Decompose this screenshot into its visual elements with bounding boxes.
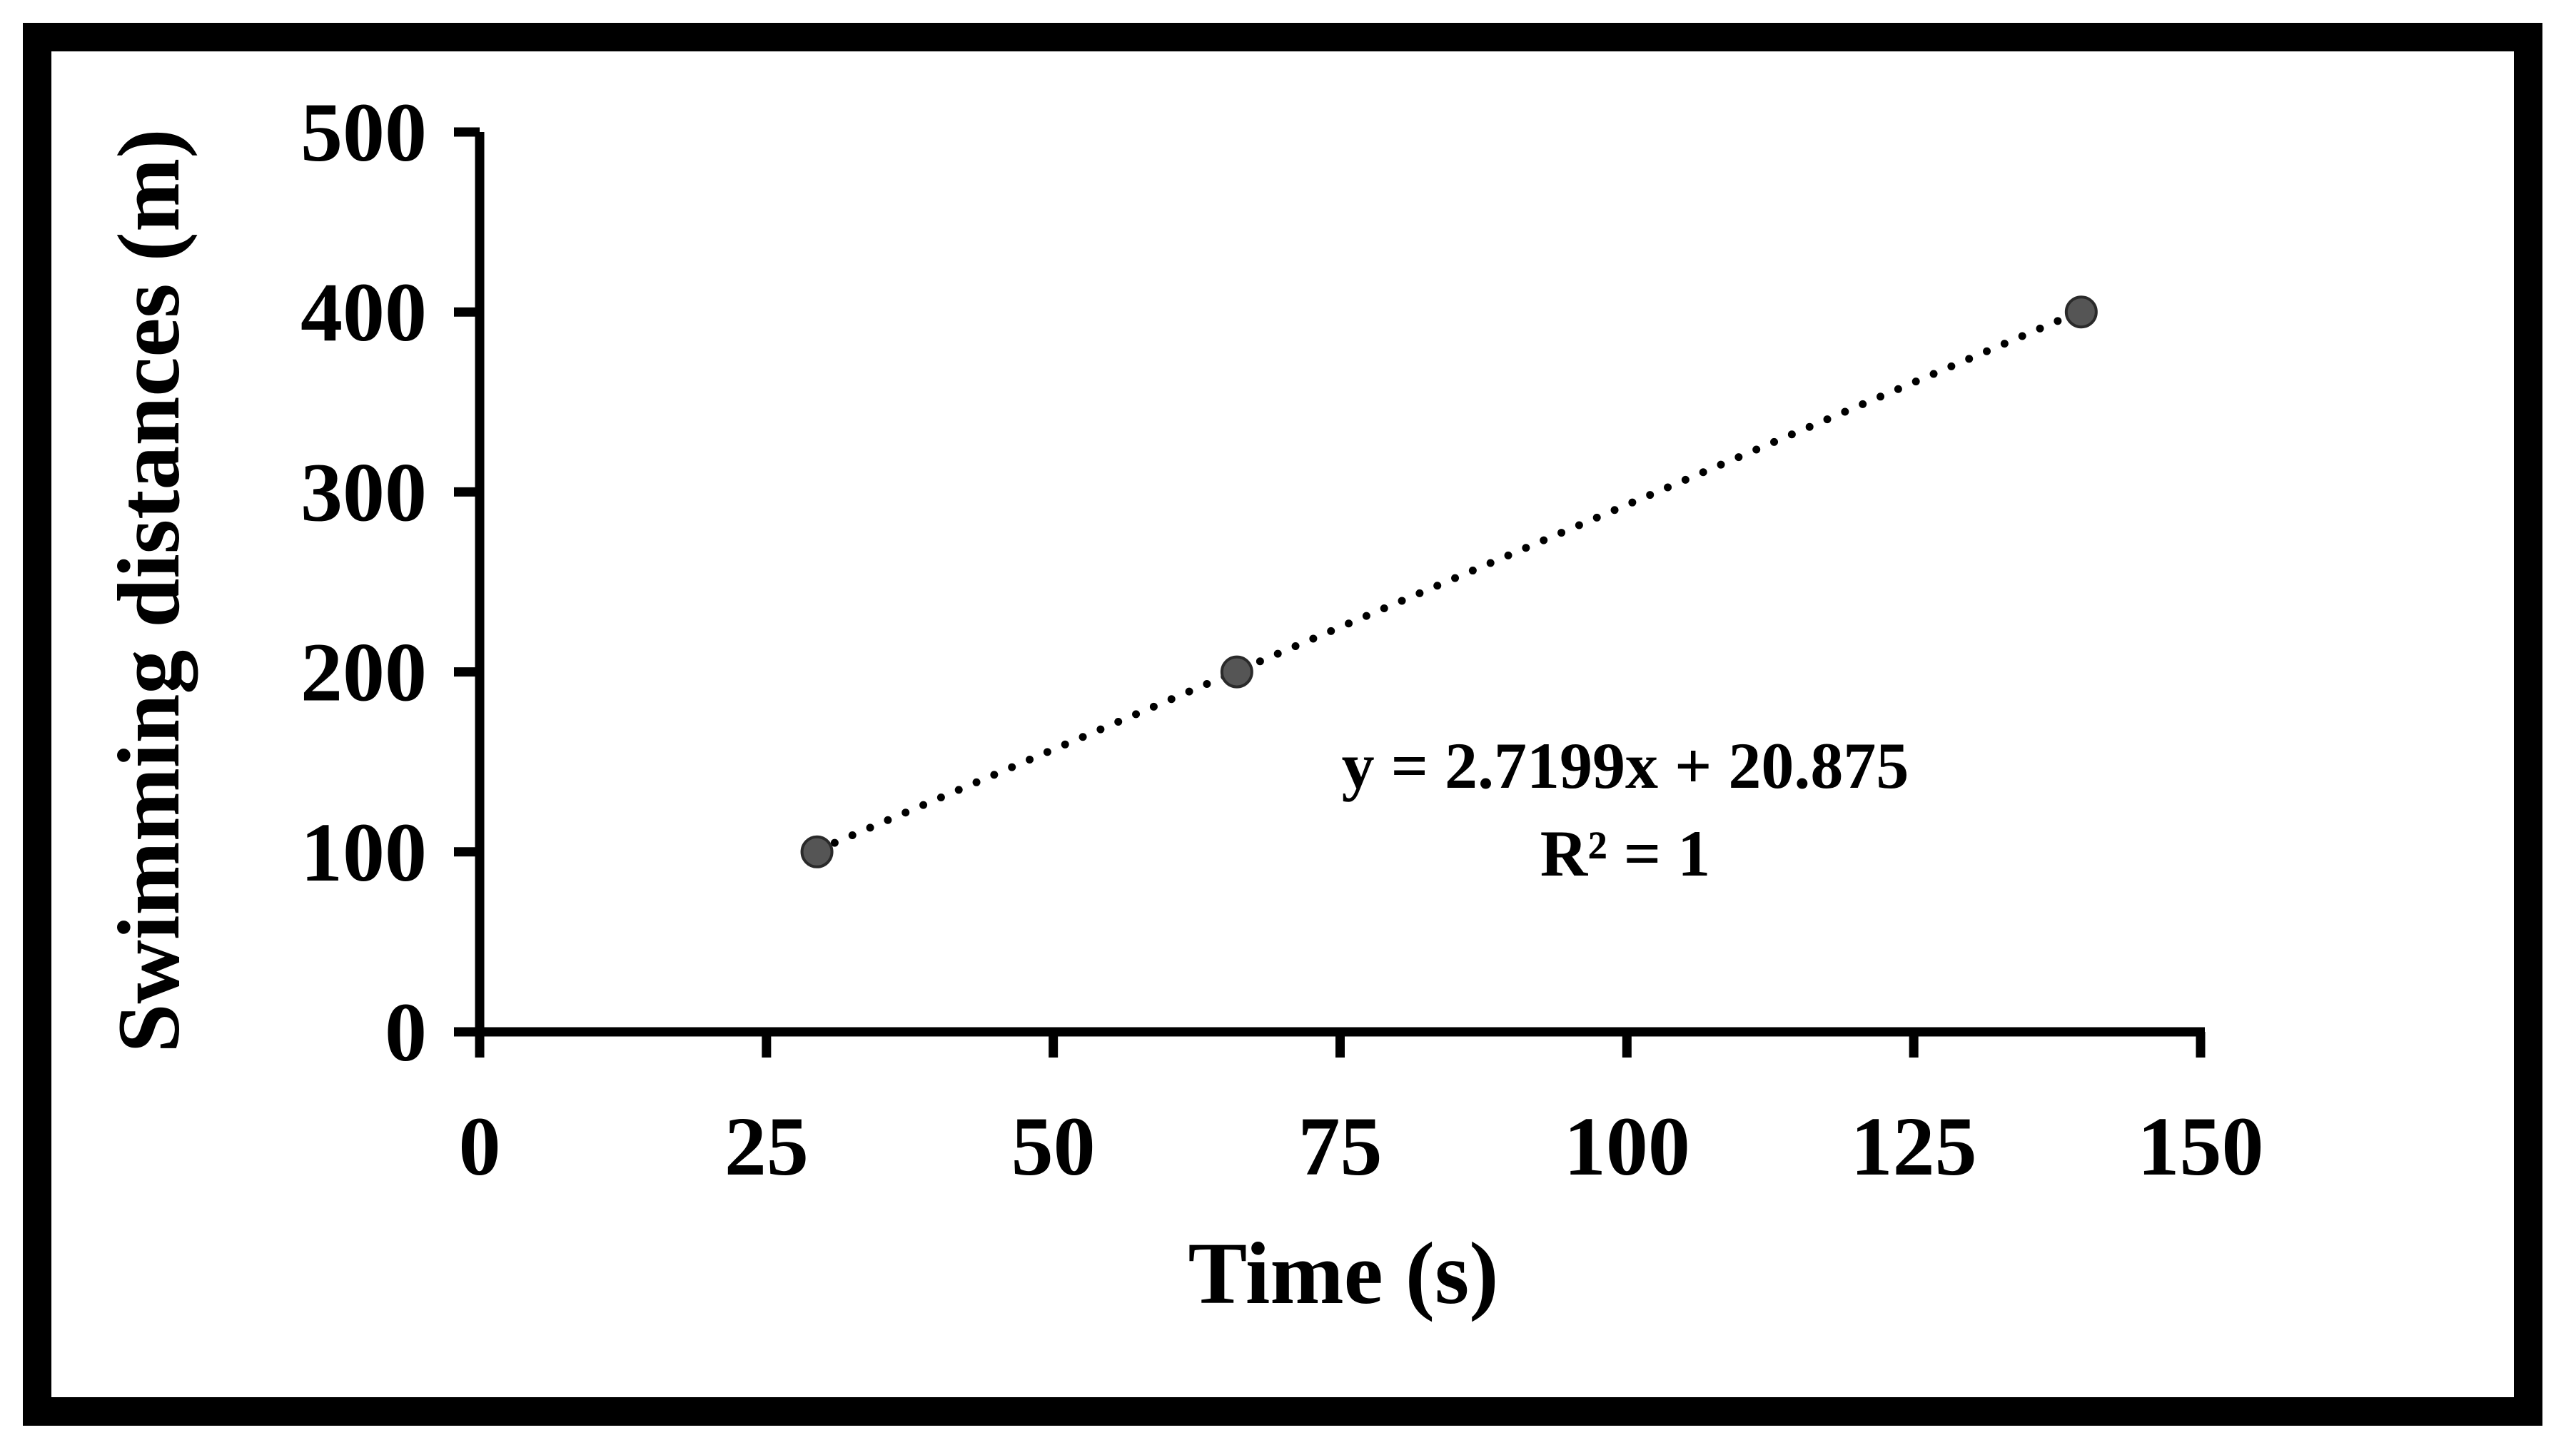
trendline-equation: y = 2.7199x + 20.875 [1342,729,1909,802]
y-tick-label: 100 [300,806,427,899]
x-tick-label: 50 [1011,1100,1096,1193]
plot-area: 0 100 200 300 400 500 0 25 50 75 100 125 150 [300,86,2264,1193]
y-tick-label: 300 [300,445,427,539]
data-point [2064,295,2098,329]
data-point [800,835,834,868]
y-tick-label: 400 [300,265,427,359]
data-point [1220,655,1253,689]
x-tick-label: 0 [459,1100,501,1193]
y-tick-label: 200 [300,626,427,719]
x-tick-label: 150 [2138,1100,2264,1193]
trendline [813,307,2086,855]
x-tick-label: 25 [724,1100,809,1193]
y-axis-label: Swimming distances (m) [100,128,198,1053]
x-axis-label: Time (s) [1188,1225,1498,1322]
x-tick-label: 125 [1851,1100,1977,1193]
y-tick-label: 0 [385,985,427,1079]
outer-border [23,23,2542,1426]
x-tick-label: 75 [1298,1100,1383,1193]
x-tick-label: 100 [1564,1100,1690,1193]
y-tick-label: 500 [300,86,427,179]
trendline-r-squared: R² = 1 [1540,817,1710,890]
